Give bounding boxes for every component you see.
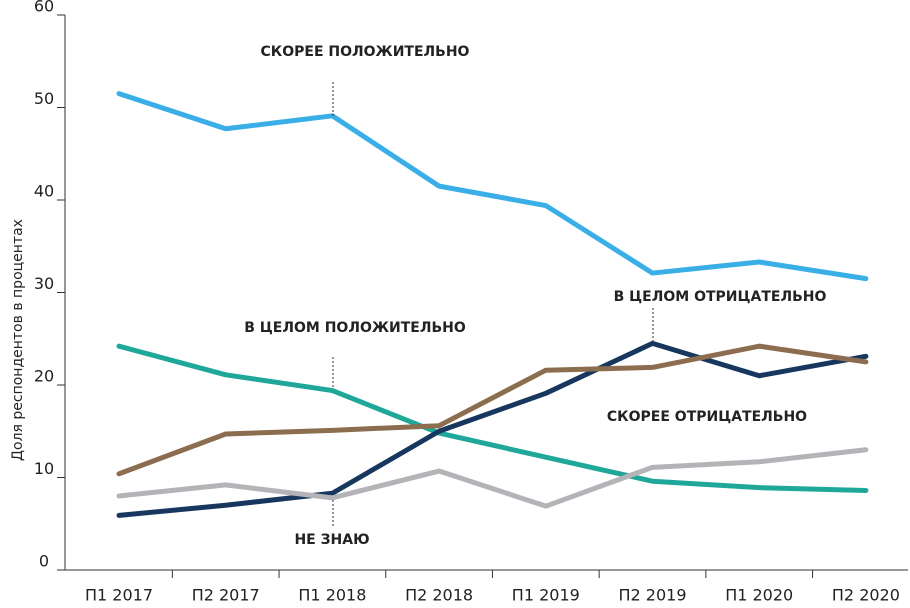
x-tick-label: П1 2020 [725, 586, 793, 605]
x-tick-label: П2 2018 [405, 586, 473, 605]
series-line [116, 91, 869, 282]
y-axis-label: Доля респондентов в процентах [10, 219, 26, 461]
x-tick-label: П2 2020 [832, 586, 900, 605]
x-tick-label: П1 2017 [85, 586, 153, 605]
y-tick-label: 30 [34, 274, 54, 293]
series-label: НЕ ЗНАЮ [294, 532, 369, 548]
y-tick-label: 20 [34, 367, 54, 386]
y-tick-label: 50 [34, 89, 54, 108]
series-label: СКОРЕЕ ПОЛОЖИТЕЛЬНО [261, 44, 470, 60]
series-line [116, 340, 869, 518]
y-tick-label: 0 [39, 552, 49, 571]
series-label: СКОРЕЕ ОТРИЦАТЕЛЬНО [607, 409, 807, 425]
y-tick-label: 10 [34, 459, 54, 478]
x-tick-label: П1 2018 [298, 586, 366, 605]
y-tick-label: 40 [34, 182, 54, 201]
y-tick-label: 60 [34, 0, 54, 16]
series-line [116, 343, 869, 477]
series-label: В ЦЕЛОМ ОТРИЦАТЕЛЬНО [614, 289, 827, 305]
x-tick-label: П2 2017 [192, 586, 260, 605]
series-label: В ЦЕЛОМ ПОЛОЖИТЕЛЬНО [244, 320, 466, 336]
x-tick-label: П1 2019 [512, 586, 580, 605]
series-line [116, 447, 869, 509]
series-line [116, 343, 869, 493]
x-tick-label: П2 2019 [618, 586, 686, 605]
